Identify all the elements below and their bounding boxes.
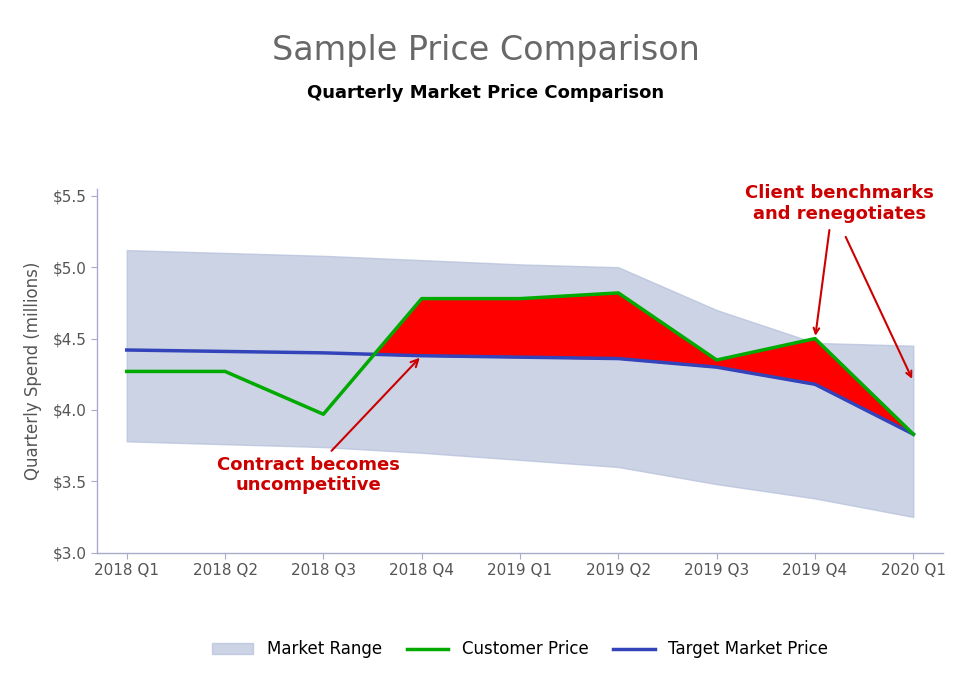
Text: Client benchmarks
and renegotiates: Client benchmarks and renegotiates <box>746 184 934 223</box>
Y-axis label: Quarterly Spend (millions): Quarterly Spend (millions) <box>23 262 42 480</box>
Legend: Market Range, Customer Price, Target Market Price: Market Range, Customer Price, Target Mar… <box>205 634 835 665</box>
Text: Sample Price Comparison: Sample Price Comparison <box>272 34 700 67</box>
Text: Quarterly Market Price Comparison: Quarterly Market Price Comparison <box>307 84 665 102</box>
Text: Contract becomes
uncompetitive: Contract becomes uncompetitive <box>217 359 418 495</box>
